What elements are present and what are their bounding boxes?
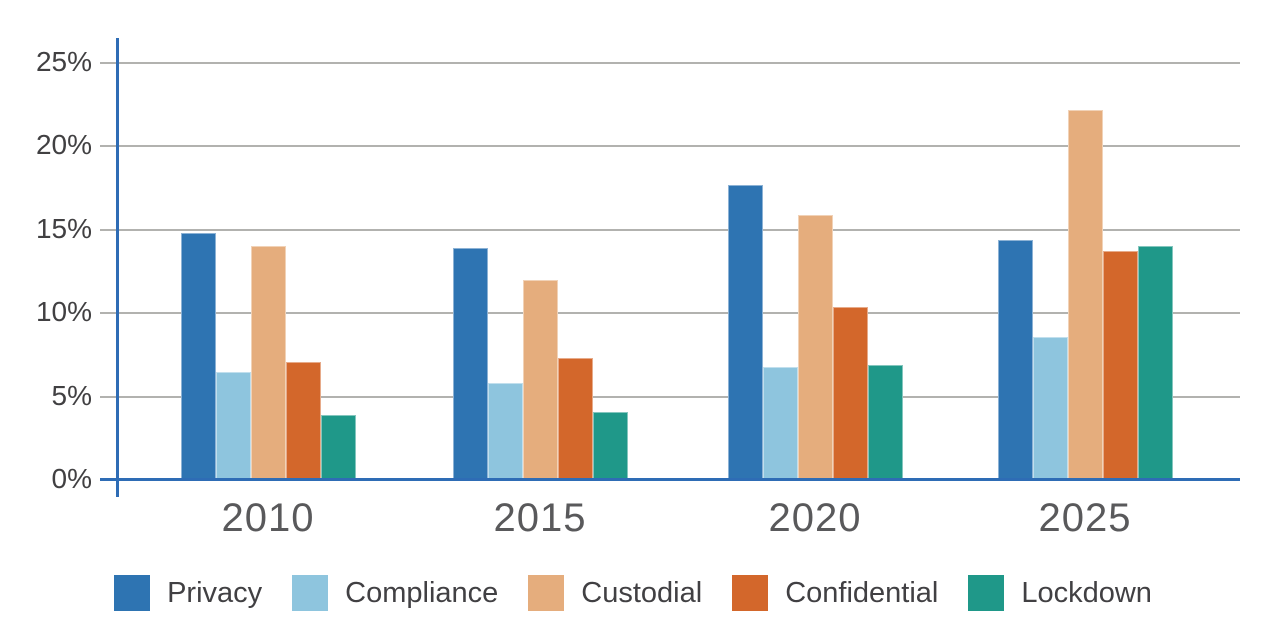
plot-area: 0% 5% 10% 15% 20% 25% 2010 2015 2020 2025 (35, 38, 1240, 540)
y-tick-label-20: 20% (35, 129, 92, 161)
legend: Privacy Compliance Custodial Confidential Lo… (0, 575, 1266, 611)
bar-custodial-2015 (522, 280, 558, 480)
legend-item-compliance: Compliance (292, 575, 498, 611)
bar-lockdown-2010 (320, 415, 356, 480)
y-tick-label-10: 10% (35, 296, 92, 328)
bar-compliance-2025 (1032, 337, 1068, 480)
x-tick-label-2010: 2010 (221, 496, 315, 540)
legend-label-custodial: Custodial (581, 576, 703, 609)
y-tick-label-25: 25% (35, 46, 92, 77)
bar-lockdown-2015 (592, 412, 628, 480)
bar-compliance-2010 (215, 372, 251, 480)
gridline-15 (100, 228, 1240, 231)
legend-item-custodial: Custodial (528, 575, 702, 611)
bar-privacy-2025 (997, 240, 1033, 480)
legend-swatch-lockdown (968, 575, 1005, 611)
bar-custodial-2010 (250, 246, 286, 480)
y-tick-label-15: 15% (35, 212, 92, 244)
gridline-25 (100, 62, 1240, 64)
x-tick-label-2025: 2025 (1038, 496, 1132, 540)
x-tick-label-2020: 2020 (768, 496, 862, 540)
bar-custodial-2025 (1067, 110, 1103, 480)
legend-label-lockdown: Lockdown (1021, 576, 1152, 609)
x-axis-baseline (100, 478, 1240, 481)
bar-compliance-2020 (762, 367, 798, 480)
y-tick-label-5: 5% (51, 379, 92, 411)
legend-label-confidential: Confidential (785, 576, 939, 609)
legend-item-lockdown: Lockdown (968, 575, 1152, 611)
legend-swatch-compliance (292, 575, 329, 611)
bar-lockdown-2025 (1137, 246, 1173, 480)
legend-swatch-confidential (732, 575, 769, 611)
bar-confidential-2010 (285, 362, 321, 480)
y-axis-line (116, 38, 119, 497)
legend-label-privacy: Privacy (167, 576, 263, 609)
legend-label-compliance: Compliance (345, 576, 499, 609)
bar-privacy-2010 (180, 233, 216, 480)
bar-privacy-2015 (452, 248, 488, 480)
y-tick-label-0: 0% (51, 463, 92, 494)
legend-item-privacy: Privacy (114, 575, 262, 611)
legend-item-confidential: Confidential (732, 575, 938, 611)
gridline-10 (100, 312, 1240, 315)
bar-confidential-2025 (1102, 251, 1138, 480)
gridline-5 (100, 395, 1240, 398)
bar-privacy-2020 (727, 185, 763, 480)
bar-confidential-2020 (832, 307, 868, 480)
gridline-20 (100, 145, 1240, 148)
bar-compliance-2015 (487, 383, 523, 480)
x-tick-label-2015: 2015 (493, 496, 587, 540)
legend-swatch-privacy (114, 575, 151, 611)
bar-lockdown-2020 (867, 365, 903, 480)
bar-confidential-2015 (557, 358, 593, 480)
legend-swatch-custodial (528, 575, 565, 611)
bar-custodial-2020 (797, 215, 833, 480)
